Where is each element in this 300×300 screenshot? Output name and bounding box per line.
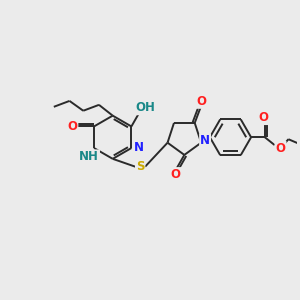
Text: S: S — [136, 160, 144, 173]
Text: O: O — [170, 168, 181, 181]
Text: O: O — [196, 95, 207, 108]
Text: OH: OH — [135, 101, 155, 114]
Text: O: O — [275, 142, 286, 154]
Text: O: O — [68, 120, 77, 133]
Text: O: O — [259, 111, 269, 124]
Text: N: N — [200, 134, 210, 147]
Text: N: N — [134, 141, 144, 154]
Text: NH: NH — [79, 150, 99, 164]
